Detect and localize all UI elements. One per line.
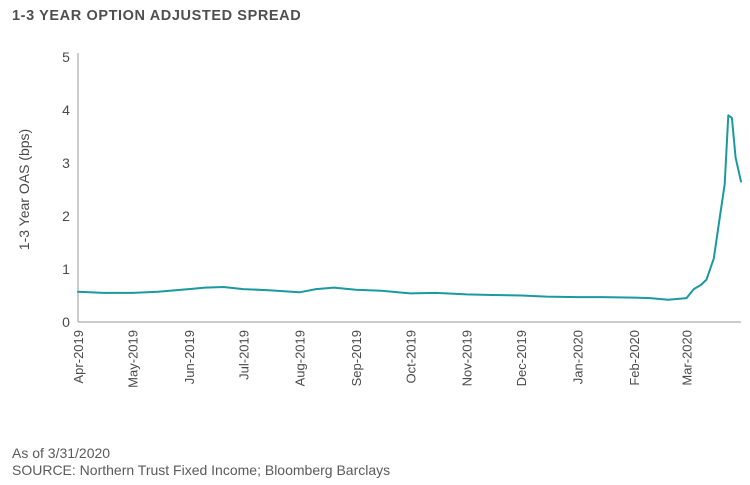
x-tick-label: Aug-2019 — [293, 330, 308, 386]
x-tick-label: May-2019 — [125, 330, 140, 388]
x-tick-label: Mar-2020 — [680, 330, 695, 386]
y-tick-label: 1 — [62, 261, 70, 277]
y-tick-label: 4 — [62, 102, 70, 118]
y-tick-label: 2 — [62, 208, 70, 224]
as-of-note: As of 3/31/2020 — [12, 445, 111, 461]
y-tick-label: 5 — [62, 49, 70, 65]
x-tick-label: Dec-2019 — [514, 330, 529, 386]
chart-title: 1-3 YEAR OPTION ADJUSTED SPREAD — [12, 8, 302, 24]
x-tick-label: Sep-2019 — [349, 330, 364, 386]
y-tick-label: 0 — [62, 314, 70, 330]
x-tick-label: Apr-2019 — [71, 330, 86, 383]
x-tick-label: Feb-2020 — [627, 330, 642, 386]
x-tick-label: Jun-2019 — [182, 330, 197, 384]
source-note: SOURCE: Northern Trust Fixed Income; Blo… — [12, 462, 391, 478]
x-tick-label: Oct-2019 — [403, 330, 418, 383]
x-tick-label: Jul-2019 — [236, 330, 251, 380]
oas-series-line — [77, 114, 742, 301]
x-tick-label: Jan-2020 — [571, 330, 586, 384]
y-tick-label: 3 — [62, 155, 70, 171]
y-axis-label: 1-3 Year OAS (bps) — [16, 129, 32, 250]
x-tick-label: Nov-2019 — [460, 330, 475, 386]
